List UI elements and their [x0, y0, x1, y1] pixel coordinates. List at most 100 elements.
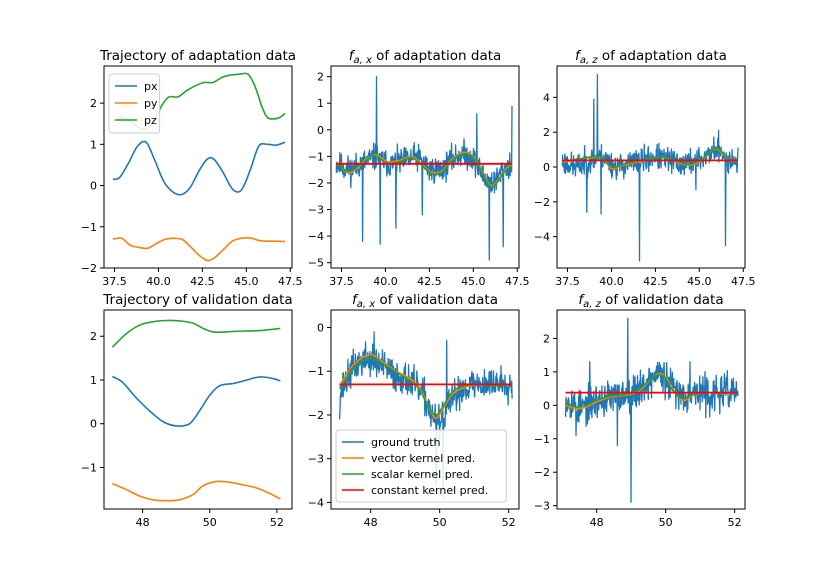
- series-line-px: [112, 375, 281, 427]
- y-tick-label: −2: [534, 466, 550, 479]
- axes-frame: [103, 309, 293, 510]
- y-tick-label: −3: [308, 204, 324, 217]
- x-tick-label: 37.5: [555, 275, 580, 288]
- series-line-pz: [111, 319, 281, 348]
- plot-area-traj-valid: [111, 319, 281, 502]
- chart-traj-adapt: 37.5 40.0 42.5 45.0 47.5 −2 −1 0 1 2 px py pz: [81, 65, 303, 288]
- chart-title-symbol: f: [352, 292, 359, 308]
- legend-label: pz: [144, 114, 157, 127]
- x-tick-label: 48: [590, 516, 604, 529]
- y-tick-label: 1: [317, 97, 324, 110]
- y-tick-label: 1: [543, 366, 550, 379]
- chart-title-symbol: f: [575, 48, 582, 64]
- chart-title-subscript: a, z: [580, 55, 598, 66]
- series-line-ground-truth: [338, 331, 513, 499]
- x-tick-label: 45.0: [461, 275, 486, 288]
- series-line-px: [112, 140, 286, 196]
- y-tick-label: −1: [308, 365, 324, 378]
- y-tick-label: −5: [308, 257, 324, 270]
- chart-title-traj-valid: Trajectory of validation data: [102, 292, 292, 308]
- y-tick-label: −2: [534, 196, 550, 209]
- x-tick-label: 52: [728, 516, 742, 529]
- x-tick-label: 42.5: [190, 275, 215, 288]
- y-tick-label: −1: [534, 433, 550, 446]
- legend-label: py: [144, 97, 158, 110]
- x-tick-label: 40.0: [146, 275, 171, 288]
- plot-area-fax-valid: [338, 331, 513, 499]
- y-tick-label: 2: [90, 330, 97, 343]
- y-tick-label: 0: [543, 161, 550, 174]
- chart-title-subscript: a, x: [353, 55, 371, 66]
- y-tick-label: −1: [81, 221, 97, 234]
- chart-title-subscript: a, z: [583, 299, 601, 310]
- chart-title-symbol: f: [578, 292, 585, 308]
- legend-traj-adapt: px py pz: [108, 73, 161, 134]
- x-tick-label: 50: [433, 516, 447, 529]
- y-tick-label: −3: [534, 500, 550, 513]
- y-tick-label: −4: [308, 496, 324, 509]
- x-tick-label: 37.5: [329, 275, 354, 288]
- x-tick-label: 40.0: [599, 275, 624, 288]
- y-tick-label: −4: [534, 231, 550, 244]
- series-line-py: [112, 480, 281, 502]
- y-tick-label: −2: [308, 177, 324, 190]
- x-tick-label: 50: [659, 516, 673, 529]
- x-tick-label: 42.5: [643, 275, 668, 288]
- y-tick-label: 4: [543, 91, 550, 104]
- chart-faz-adapt: 37.5 40.0 42.5 45.0 47.5 −4 −2 0 2 4: [534, 65, 756, 288]
- plot-area-faz-adapt: [561, 74, 739, 262]
- y-tick-label: −2: [81, 262, 97, 275]
- legend-fax-valid: ground truth vector kernel pred. scalar ke…: [335, 429, 507, 503]
- axes-frame: [103, 65, 293, 269]
- y-tick-label: −1: [81, 461, 97, 474]
- x-tick-label: 52: [502, 516, 516, 529]
- series-line-ground-truth: [561, 74, 739, 262]
- x-tick-label: 45.0: [687, 275, 712, 288]
- y-tick-label: −2: [308, 409, 324, 422]
- x-tick-label: 45.0: [234, 275, 259, 288]
- x-tick-label: 40.0: [373, 275, 398, 288]
- chart-fax-adapt: 37.5 40.0 42.5 45.0 47.5 −5 −4 −3 −2 −1 0 1 2: [308, 65, 529, 288]
- series-line-vector-kernel-pred-: [335, 151, 513, 187]
- chart-title-faz-adapt: fa, z of adaptation data: [575, 48, 727, 66]
- x-tick-label: 37.5: [102, 275, 127, 288]
- series-line-scalar-kernel-pred-: [335, 152, 513, 188]
- legend-label: vector kernel pred.: [371, 452, 475, 465]
- chart-title-fax-valid: fa, x of validation data: [352, 292, 498, 310]
- chart-traj-valid: 48 50 52 −1 0 1 2: [81, 309, 293, 529]
- y-tick-label: 2: [90, 97, 97, 110]
- y-tick-label: −4: [308, 230, 324, 243]
- y-tick-label: 2: [543, 126, 550, 139]
- chart-title-rest: of validation data: [601, 292, 724, 308]
- chart-title-rest: of validation data: [375, 292, 498, 308]
- y-tick-label: 0: [317, 321, 324, 334]
- y-tick-label: 0: [317, 124, 324, 137]
- x-tick-label: 47.5: [278, 275, 303, 288]
- y-tick-label: −1: [308, 150, 324, 163]
- y-tick-label: 0: [90, 180, 97, 193]
- x-tick-label: 50: [203, 516, 217, 529]
- series-line-ground-truth: [564, 317, 739, 503]
- chart-title-rest: of adaptation data: [598, 48, 727, 64]
- chart-title-rest: of adaptation data: [372, 48, 501, 64]
- chart-title-fax-adapt: fa, x of adaptation data: [349, 48, 502, 66]
- legend-box: [335, 429, 507, 503]
- legend-label: px: [144, 80, 158, 93]
- x-tick-label: 42.5: [417, 275, 442, 288]
- x-tick-label: 48: [136, 516, 150, 529]
- axes-frame: [330, 65, 520, 269]
- axes-frame: [330, 309, 520, 510]
- legend-label: scalar kernel pred.: [371, 468, 473, 481]
- chart-title-symbol: f: [349, 48, 356, 64]
- x-tick-label: 47.5: [731, 275, 756, 288]
- plot-area-fax-adapt: [335, 75, 513, 261]
- series-line-py: [112, 236, 286, 262]
- y-tick-label: 0: [543, 399, 550, 412]
- plot-area-faz-valid: [564, 317, 739, 503]
- axes-frame: [556, 309, 746, 510]
- chart-fax-valid: 48 50 52 −4 −3 −2 −1 0 ground truth vector kernel…: [308, 309, 520, 529]
- y-tick-label: 1: [90, 374, 97, 387]
- legend-label: ground truth: [371, 436, 441, 449]
- y-tick-label: 0: [90, 418, 97, 431]
